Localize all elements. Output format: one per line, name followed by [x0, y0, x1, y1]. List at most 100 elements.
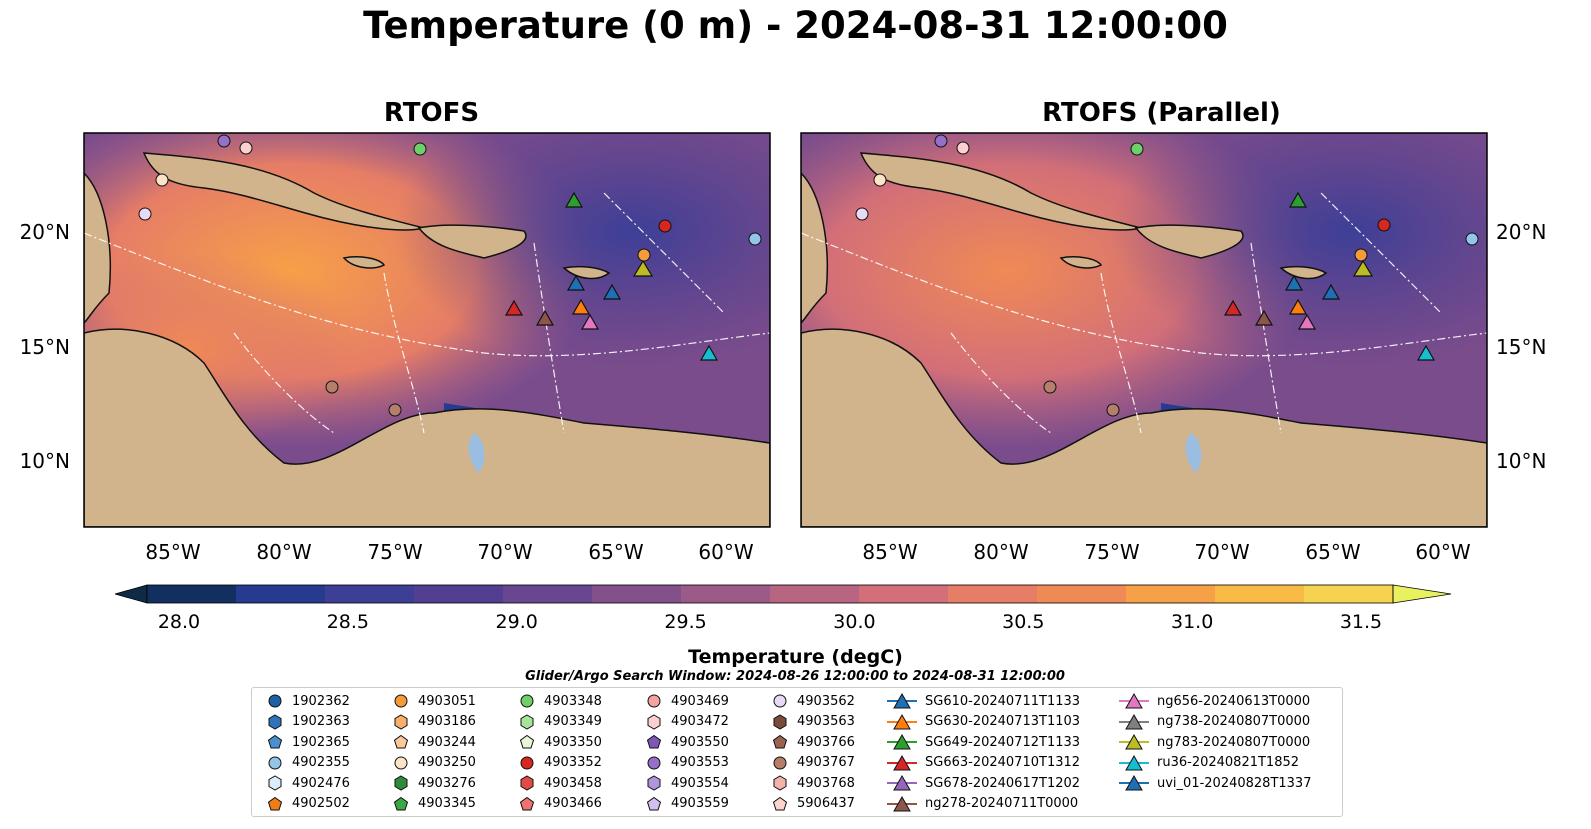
- legend-label: 4903348: [544, 693, 602, 709]
- legend-label: 1902363: [292, 714, 350, 730]
- glider-ng278-marker: [535, 309, 555, 326]
- legend-item: 4902355: [266, 753, 350, 774]
- argo-4903553-marker: [217, 134, 231, 148]
- glider-ng656-marker: [580, 313, 600, 330]
- lon-tick-label: 80°W: [256, 540, 312, 564]
- legend-hexagon-marker: [520, 775, 534, 791]
- legend-label: 4903554: [671, 775, 729, 791]
- legend-item: 4903562: [771, 691, 855, 712]
- colorbar-segment: [503, 585, 593, 603]
- yucatan: [801, 171, 829, 325]
- legend-triangle-marker: [887, 795, 917, 812]
- lat-tick-label: 15°N: [1496, 335, 1547, 359]
- legend-item: 4902476: [266, 773, 350, 794]
- legend-label: uvi_01-20240828T1337: [1157, 775, 1312, 791]
- argo-4903352-marker: [658, 219, 672, 233]
- legend-hexagon-marker: [773, 714, 787, 730]
- legend-item: 4903767: [771, 753, 855, 774]
- panel-title-right: RTOFS (Parallel): [1042, 98, 1281, 128]
- legend-item: SG649-20240712T1133: [887, 732, 1080, 753]
- legend-label: 4903349: [544, 714, 602, 730]
- map-panel-left: [84, 133, 770, 527]
- legend-triangle-marker: [1119, 734, 1149, 750]
- cuba: [859, 152, 1142, 231]
- cuba: [142, 152, 425, 231]
- glider-uvi01-marker: [1321, 283, 1341, 300]
- hispaniola: [1134, 224, 1244, 259]
- colorbar-segment: [325, 585, 415, 603]
- lat-tick-label: 10°N: [1496, 449, 1547, 473]
- glider-ru36-marker: [699, 344, 719, 361]
- colorbar-tick-label: 31.0: [1170, 611, 1214, 633]
- legend-item: 4903348: [518, 691, 602, 712]
- argo-4903562-marker: [855, 207, 869, 221]
- glider-markers: [1223, 191, 1436, 361]
- legend-circle-marker: [773, 694, 787, 708]
- argo-4903562-marker: [138, 207, 152, 221]
- legend-label: ng656-20240613T0000: [1157, 693, 1311, 709]
- legend-item: SG678-20240617T1202: [887, 773, 1080, 794]
- legend-label: 4903051: [418, 693, 476, 709]
- eez-boundaries: [801, 192, 1487, 434]
- legend-triangle-marker: [1119, 713, 1149, 730]
- legend-label: 4903553: [671, 755, 729, 771]
- argo-4903250-marker: [873, 173, 887, 187]
- legend-column: 4903051 4903186 4903244 4903250 4903276 49033…: [392, 691, 476, 814]
- legend-hexagon-marker: [268, 714, 282, 730]
- legend-triangle-marker: [1119, 693, 1149, 709]
- colorbar-segment: [1304, 585, 1394, 603]
- legend-hexagon-marker: [520, 714, 534, 730]
- legend-label: 4903466: [544, 796, 602, 812]
- glider-ru36-marker: [1416, 344, 1436, 361]
- glider-markers: [504, 191, 719, 361]
- legend-item: 4903250: [392, 753, 476, 774]
- legend-label: 4903186: [418, 714, 476, 730]
- colorbar-segment: [1037, 585, 1127, 603]
- legend-item: 4903051: [392, 691, 476, 712]
- panel-title-left: RTOFS: [383, 98, 480, 128]
- colorbar-segment: [236, 585, 326, 603]
- glider-sg649-marker: [564, 191, 584, 208]
- puerto-rico: [562, 265, 611, 280]
- legend-item: 4903766: [771, 732, 855, 753]
- legend-hexagon-marker: [647, 775, 661, 791]
- colorbar-segment: [681, 585, 771, 603]
- glider-ng278-marker: [1254, 309, 1274, 326]
- argo-4903767-marker: [1043, 380, 1057, 394]
- legend-item: 4903469: [645, 691, 729, 712]
- legend-circle-marker: [268, 694, 282, 708]
- glider-ng783-marker: [632, 259, 654, 277]
- map-panel-right: [801, 133, 1487, 527]
- argo-4903767-marker: [325, 380, 339, 394]
- legend-item: SG630-20240713T1103: [887, 712, 1080, 733]
- legend-pentagon-marker: [646, 735, 662, 749]
- legend-item: ng738-20240807T0000: [1119, 712, 1311, 733]
- legend-hexagon-marker: [773, 775, 787, 791]
- argo-4902355-marker: [748, 232, 762, 246]
- legend-label: 4902355: [292, 755, 350, 771]
- lon-tick-label: 80°W: [973, 540, 1029, 564]
- legend-item: 4903345: [392, 794, 476, 815]
- legend-item: 4903550: [645, 732, 729, 753]
- legend-label: 4903352: [544, 755, 602, 771]
- argo-4903348-marker: [413, 142, 427, 156]
- lat-tick-label: 20°N: [19, 220, 70, 244]
- colorbar-segment: [859, 585, 949, 603]
- legend-label: ng738-20240807T0000: [1157, 714, 1311, 730]
- legend-circle-marker: [520, 756, 534, 770]
- legend-label: 4903458: [544, 775, 602, 791]
- legend-label: 1902362: [292, 693, 350, 709]
- legend-triangle-marker: [887, 713, 917, 730]
- legend-label: 4903250: [418, 755, 476, 771]
- lon-tick-label: 85°W: [862, 540, 918, 564]
- argo-4903553-marker: [934, 134, 948, 148]
- legend-pentagon-marker: [646, 796, 662, 811]
- legend-pentagon-marker: [772, 796, 788, 811]
- argo-4903767-marker: [388, 403, 402, 417]
- legend-label: ng783-20240807T0000: [1157, 734, 1311, 750]
- legend-label: 4903276: [418, 775, 476, 791]
- jamaica: [342, 256, 386, 269]
- glider-ng783-marker: [1352, 259, 1374, 277]
- colorbar-tick-label: 30.5: [1002, 611, 1045, 633]
- colorbar-extend-low: [115, 584, 148, 604]
